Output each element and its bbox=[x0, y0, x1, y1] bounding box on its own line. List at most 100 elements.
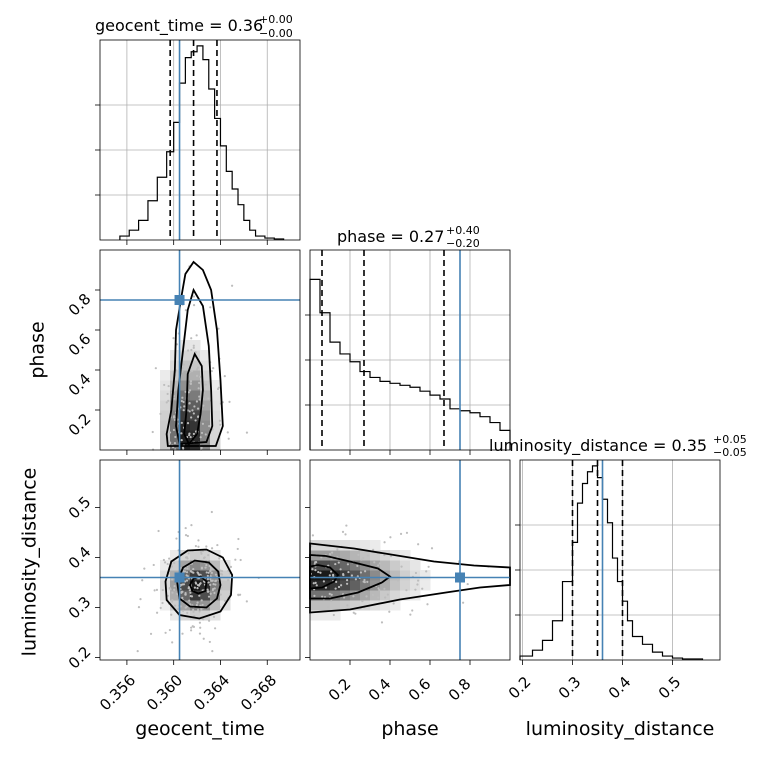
density-cell bbox=[360, 600, 371, 611]
density-cell bbox=[190, 600, 201, 611]
sample-point bbox=[373, 561, 376, 564]
density-cell bbox=[190, 590, 201, 601]
sample-point bbox=[209, 569, 212, 573]
density-cell bbox=[190, 580, 201, 591]
sample-point bbox=[313, 594, 316, 597]
sample-point bbox=[200, 608, 203, 611]
sample-point bbox=[198, 375, 202, 379]
sample-point bbox=[198, 621, 202, 624]
sample-point bbox=[216, 543, 219, 547]
sample-point bbox=[417, 543, 420, 546]
sample-point bbox=[245, 431, 249, 434]
sample-point bbox=[396, 579, 400, 582]
sample-point bbox=[377, 564, 380, 567]
sample-point bbox=[365, 595, 368, 598]
x-tick-label: 0.4 bbox=[365, 675, 395, 705]
density-cell bbox=[350, 580, 361, 591]
density-cell bbox=[160, 390, 171, 401]
sample-point bbox=[175, 537, 178, 540]
density-cell bbox=[200, 590, 211, 601]
sample-point bbox=[405, 589, 408, 592]
density-cell bbox=[180, 340, 191, 351]
density-cell bbox=[190, 610, 201, 621]
sample-point bbox=[189, 629, 193, 632]
density-cell bbox=[200, 560, 211, 571]
density-cell bbox=[330, 550, 341, 561]
sample-point bbox=[383, 587, 386, 590]
sample-point bbox=[173, 442, 177, 445]
sample-point bbox=[194, 351, 197, 354]
density-cell bbox=[380, 590, 391, 601]
sample-point bbox=[189, 380, 193, 383]
sample-point bbox=[185, 574, 188, 577]
y-tick-label: 0.4 bbox=[65, 370, 95, 400]
sample-point bbox=[172, 415, 176, 418]
density-cell bbox=[380, 580, 391, 591]
sample-point bbox=[239, 558, 242, 562]
sample-point bbox=[342, 573, 345, 576]
sample-point bbox=[237, 593, 240, 596]
density-cell bbox=[360, 550, 371, 561]
quantile-lines bbox=[571, 460, 624, 660]
sample-point bbox=[314, 569, 317, 572]
sample-point bbox=[180, 421, 183, 424]
sample-point bbox=[192, 295, 196, 298]
density-cell bbox=[320, 570, 331, 581]
sample-point bbox=[405, 531, 409, 534]
sample-point bbox=[388, 610, 391, 613]
sample-point bbox=[360, 558, 363, 561]
sample-point bbox=[196, 366, 200, 369]
sample-point bbox=[346, 563, 350, 566]
joint-panel-phase-luminosity-distance: 0.2 0.4 0.6 0.8 phase bbox=[305, 459, 511, 740]
sample-point bbox=[202, 618, 205, 621]
sample-point bbox=[372, 548, 375, 551]
density-cell bbox=[350, 550, 361, 561]
density-cell bbox=[160, 590, 171, 601]
density-cell bbox=[190, 400, 201, 411]
density-cell bbox=[380, 570, 391, 581]
sample-point bbox=[311, 568, 314, 571]
sample-point bbox=[200, 446, 203, 449]
sample-point bbox=[319, 571, 322, 574]
density-cell bbox=[340, 600, 351, 611]
y-tick-label: 0.4 bbox=[65, 543, 95, 573]
density-cell bbox=[370, 570, 381, 581]
density-cell bbox=[170, 610, 181, 621]
sample-point bbox=[219, 423, 222, 426]
marginal-panel-luminosity-distance: luminosity_distance = 0.35 +0.05 −0.05 0… bbox=[489, 433, 747, 740]
sample-point bbox=[190, 626, 193, 629]
marginal-panel-geocent-time: geocent_time = 0.36 +0.00 −0.00 bbox=[95, 13, 301, 245]
y-tick-labels-luminosity-distance: 0.2 0.3 0.4 0.5 bbox=[65, 493, 95, 673]
sample-point bbox=[143, 567, 146, 570]
title-minus-error: −0.20 bbox=[446, 237, 480, 250]
sample-point bbox=[314, 561, 317, 564]
sample-point bbox=[217, 566, 220, 569]
density-cell bbox=[180, 580, 191, 591]
sample-point bbox=[326, 605, 329, 609]
sample-point bbox=[186, 611, 189, 614]
sample-point bbox=[361, 600, 364, 603]
sample-point bbox=[203, 556, 206, 559]
sample-point bbox=[168, 557, 171, 560]
sample-point bbox=[189, 603, 192, 606]
density-cell bbox=[340, 550, 351, 561]
sample-point bbox=[190, 348, 193, 352]
sample-point bbox=[207, 581, 210, 584]
sample-point bbox=[184, 390, 187, 393]
contour-level bbox=[176, 559, 222, 609]
sample-point bbox=[217, 327, 220, 330]
sample-point bbox=[190, 337, 193, 340]
sample-point bbox=[345, 524, 348, 527]
density-cell bbox=[340, 540, 351, 551]
density-cell bbox=[180, 400, 191, 411]
sample-point bbox=[205, 571, 208, 574]
density-cell bbox=[200, 360, 211, 371]
sample-point bbox=[320, 556, 323, 559]
density-cell bbox=[220, 570, 231, 581]
sample-point bbox=[213, 591, 216, 595]
sample-point bbox=[172, 428, 176, 432]
density-cell bbox=[350, 560, 361, 571]
sample-point bbox=[384, 596, 387, 599]
sample-point bbox=[181, 609, 185, 612]
density-cell bbox=[220, 590, 231, 601]
